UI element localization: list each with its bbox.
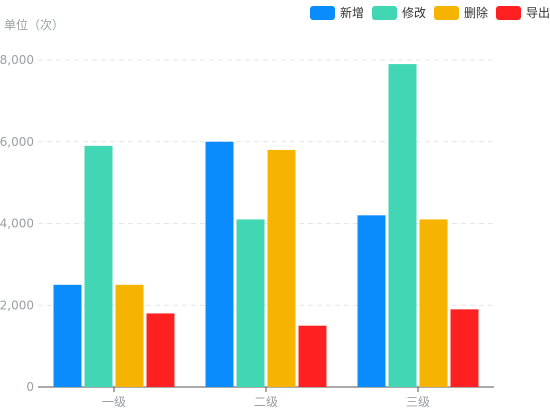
y-unit-label: 单位（次） — [4, 18, 65, 32]
bar-1-3 — [298, 325, 327, 387]
bar-2-0 — [357, 215, 386, 387]
bar-0-3 — [146, 313, 175, 387]
bar-1-0 — [205, 141, 234, 387]
legend-item-delete[interactable]: 删除 — [433, 4, 488, 21]
legend-label-edit: 修改 — [401, 6, 426, 20]
legend-item-add[interactable]: 新增 — [309, 4, 364, 21]
x-tick-label: 二级 — [254, 395, 278, 409]
bar-2-3 — [450, 309, 479, 387]
y-tick-label: 6,000 — [0, 135, 34, 149]
legend-item-edit[interactable]: 修改 — [371, 4, 426, 21]
bar-1-2 — [267, 149, 296, 387]
y-tick-label: 2,000 — [0, 298, 34, 312]
legend-item-export[interactable]: 导出 — [495, 4, 550, 21]
x-tick-label: 三级 — [406, 395, 430, 409]
legend: 新增 修改 删除 导出 — [309, 4, 550, 21]
legend-swatch-delete — [433, 5, 459, 20]
bar-0-0 — [53, 284, 82, 387]
y-tick-label: 0 — [26, 380, 34, 394]
bar-0-2 — [115, 284, 144, 387]
bar-1-1 — [236, 219, 265, 387]
legend-swatch-edit — [371, 5, 397, 20]
legend-label-export: 导出 — [525, 6, 550, 20]
legend-swatch-add — [309, 5, 335, 20]
bar-2-1 — [388, 64, 417, 388]
x-tick-label: 一级 — [102, 395, 126, 409]
legend-label-delete: 删除 — [463, 6, 488, 20]
y-tick-label: 4,000 — [0, 217, 34, 231]
bar-2-2 — [419, 219, 448, 387]
legend-swatch-export — [495, 5, 521, 20]
y-tick-label: 8,000 — [0, 53, 34, 67]
bar-0-1 — [84, 145, 113, 387]
legend-label-add: 新增 — [339, 6, 364, 20]
